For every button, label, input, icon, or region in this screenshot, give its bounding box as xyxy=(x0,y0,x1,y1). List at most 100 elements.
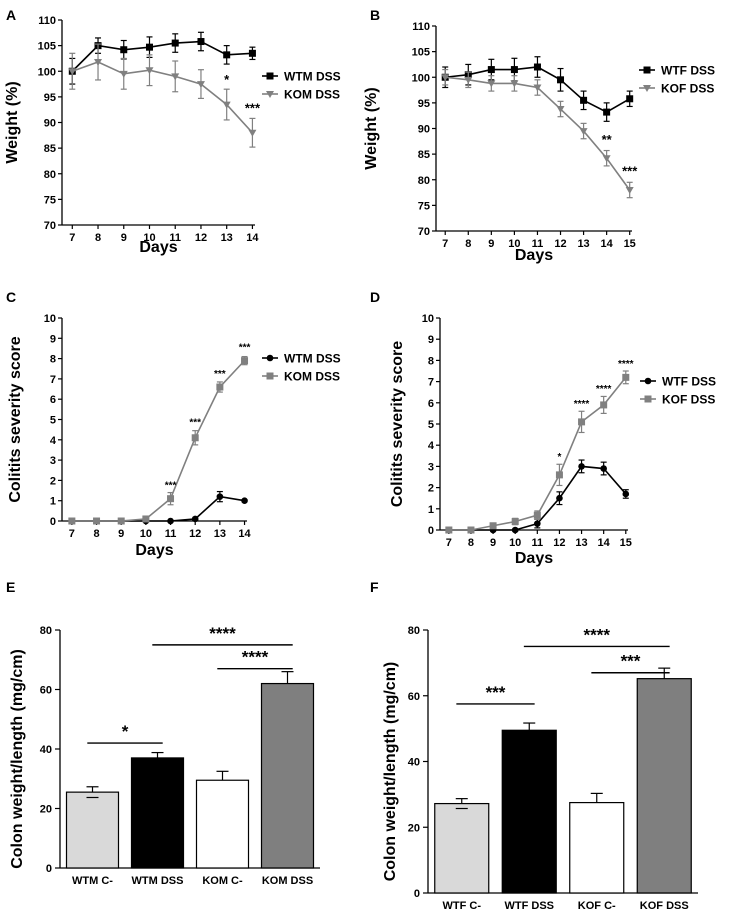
data-point xyxy=(600,401,608,409)
y-tick-label: 2 xyxy=(428,483,434,495)
y-tick-label: 0 xyxy=(428,525,434,537)
y-tick-label: 7 xyxy=(50,374,56,386)
data-point xyxy=(68,517,76,525)
x-tick-label: 12 xyxy=(189,528,201,540)
legend-marker xyxy=(644,395,652,403)
bar xyxy=(501,729,557,894)
y-tick-label: 4 xyxy=(50,435,57,447)
legend-marker xyxy=(643,66,651,74)
data-point xyxy=(487,80,496,88)
data-point xyxy=(467,526,475,534)
chart-f: 0 20 40 60 80 Colon weight/length (mg/cm) WTF … xyxy=(382,625,698,912)
data-point xyxy=(171,39,179,47)
significance-label: * xyxy=(557,452,561,463)
x-tick-label: 9 xyxy=(121,232,127,244)
y-tick-label: 8 xyxy=(50,354,56,366)
y-tick-label: 110 xyxy=(38,15,56,27)
y-tick-label: 1 xyxy=(428,504,434,516)
y-tick-label: 10 xyxy=(422,313,434,325)
x-tick-label: 9 xyxy=(118,528,124,540)
series-line xyxy=(448,376,627,531)
legend-label: KOF DSS xyxy=(662,393,715,407)
data-point xyxy=(145,43,153,51)
legend-label: KOM DSS xyxy=(284,370,340,384)
y-tick-label: 8 xyxy=(428,355,434,367)
legend-label: KOM DSS xyxy=(284,88,340,102)
significance-label: **** xyxy=(209,624,236,643)
y-tick-label: 3 xyxy=(50,455,56,467)
data-point xyxy=(578,418,586,426)
y-tick-label: 85 xyxy=(418,149,430,161)
x-tick-label: 14 xyxy=(238,528,251,540)
y-tick-label: 110 xyxy=(412,21,430,33)
data-point xyxy=(533,511,541,519)
y-tick-label: 0 xyxy=(46,863,52,875)
data-point xyxy=(533,63,541,71)
significance-label: **** xyxy=(584,625,611,644)
series-kof-dss xyxy=(445,370,630,534)
significance-label: *** xyxy=(245,100,261,115)
y-tick-label: 9 xyxy=(428,334,434,346)
legend-label: WTF DSS xyxy=(662,375,716,389)
data-point xyxy=(222,101,231,109)
y-tick-label: 95 xyxy=(418,98,430,110)
x-axis-label: Days xyxy=(139,239,177,256)
y-tick-label: 9 xyxy=(50,333,56,345)
y-tick-label: 20 xyxy=(408,822,420,834)
y-tick-label: 90 xyxy=(44,118,56,130)
y-tick-label: 70 xyxy=(44,220,56,232)
y-tick-label: 100 xyxy=(38,66,56,78)
series-line xyxy=(71,360,246,522)
data-point xyxy=(117,517,125,525)
data-point xyxy=(167,495,175,503)
x-tick-label: 11 xyxy=(165,528,177,540)
y-tick-label: 5 xyxy=(50,415,56,427)
significance-label: *** xyxy=(214,369,226,380)
significance-label: *** xyxy=(189,418,201,429)
series-kom-dss xyxy=(68,43,257,148)
data-point xyxy=(142,515,150,523)
data-point xyxy=(241,497,248,505)
x-tick-label: 8 xyxy=(465,238,471,250)
x-tick-label: 12 xyxy=(554,238,566,250)
bar xyxy=(260,682,315,869)
x-tick-label: 9 xyxy=(490,537,496,549)
x-tick-label: 7 xyxy=(446,537,452,549)
x-tick-label: 13 xyxy=(214,528,226,540)
bar xyxy=(130,757,185,869)
category-label: KOF C- xyxy=(578,900,616,912)
x-tick-label: 7 xyxy=(69,528,75,540)
x-tick-label: 15 xyxy=(620,537,632,549)
y-axis-label: Weight (%) xyxy=(363,87,380,169)
significance-label: * xyxy=(224,72,230,87)
data-point xyxy=(216,493,224,500)
data-point xyxy=(197,38,205,46)
y-tick-label: 40 xyxy=(408,757,420,769)
y-axis-label: Colon weight/length (mg/cm) xyxy=(9,649,26,869)
y-tick-label: 80 xyxy=(418,175,430,187)
x-tick-label: 10 xyxy=(508,238,520,250)
data-point xyxy=(68,68,77,76)
y-tick-label: 105 xyxy=(38,41,56,53)
category-label: KOM DSS xyxy=(262,875,313,887)
data-point xyxy=(600,465,607,472)
y-tick-label: 70 xyxy=(418,226,430,238)
panel-label-f: F xyxy=(370,579,379,595)
x-tick-label: 8 xyxy=(95,232,101,244)
significance-label: *** xyxy=(486,683,506,702)
y-tick-label: 80 xyxy=(44,169,56,181)
data-point xyxy=(578,463,585,470)
x-tick-label: 10 xyxy=(140,528,152,540)
legend-marker xyxy=(266,372,274,380)
data-point xyxy=(555,471,563,479)
y-tick-label: 40 xyxy=(40,744,52,756)
data-point xyxy=(580,96,588,104)
data-point xyxy=(489,522,497,530)
y-tick-label: 105 xyxy=(412,47,430,59)
bar xyxy=(569,801,625,894)
data-point xyxy=(248,49,256,57)
panel-label-b: B xyxy=(370,7,380,23)
x-tick-label: 13 xyxy=(577,238,589,250)
data-point xyxy=(510,80,519,88)
